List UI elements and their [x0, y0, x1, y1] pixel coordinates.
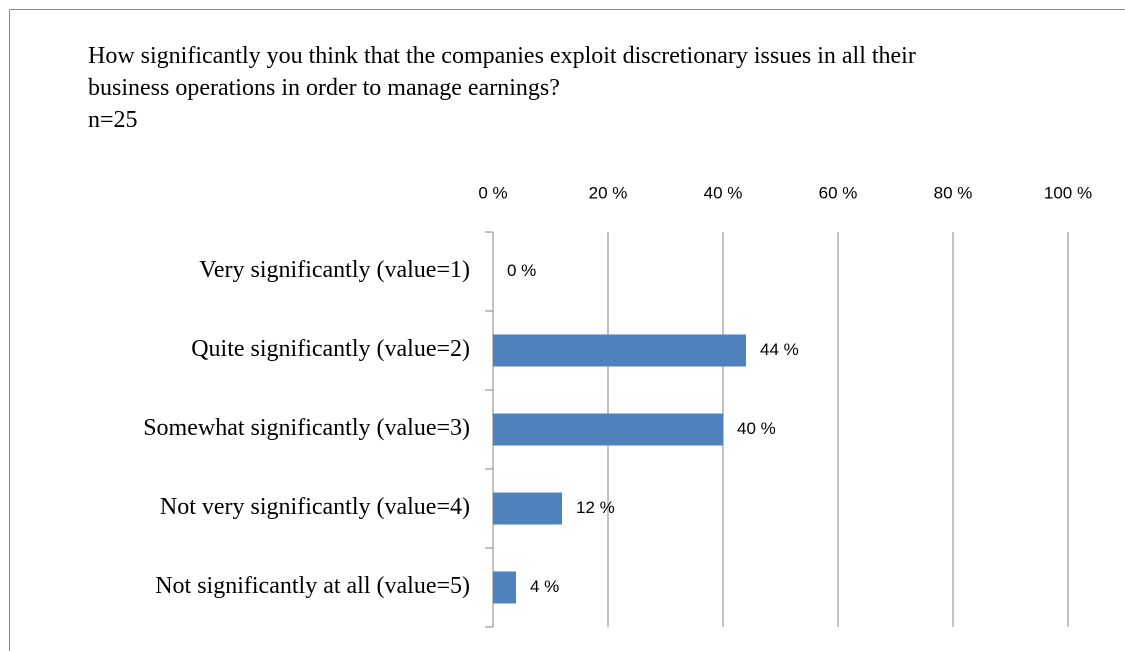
bar [493, 334, 746, 367]
y-tick-label: Very significantly (value=1) [199, 257, 470, 283]
y-tick-label: Somewhat significantly (value=3) [143, 415, 470, 441]
y-tick-label: Not very significantly (value=4) [160, 494, 470, 520]
x-tick-label: 0 % [478, 183, 507, 202]
x-tick-label: 80 % [934, 183, 973, 202]
value-label: 40 % [737, 419, 776, 438]
x-tick-label: 60 % [819, 183, 858, 202]
bar [493, 571, 516, 604]
value-label: 4 % [530, 577, 559, 596]
bar [493, 413, 723, 446]
y-tick-label: Quite significantly (value=2) [191, 336, 470, 362]
chart-title: How significantly you think that the com… [88, 43, 916, 101]
x-tick-label: 100 % [1044, 183, 1092, 202]
x-tick-label: 20 % [589, 183, 628, 202]
value-label: 12 % [576, 498, 615, 517]
y-tick-label: Not significantly at all (value=5) [155, 573, 470, 599]
chart-subtitle: n=25 [88, 107, 138, 133]
bar [493, 492, 562, 525]
value-label: 44 % [760, 340, 799, 359]
x-tick-label: 40 % [704, 183, 743, 202]
value-label: 0 % [507, 261, 536, 280]
